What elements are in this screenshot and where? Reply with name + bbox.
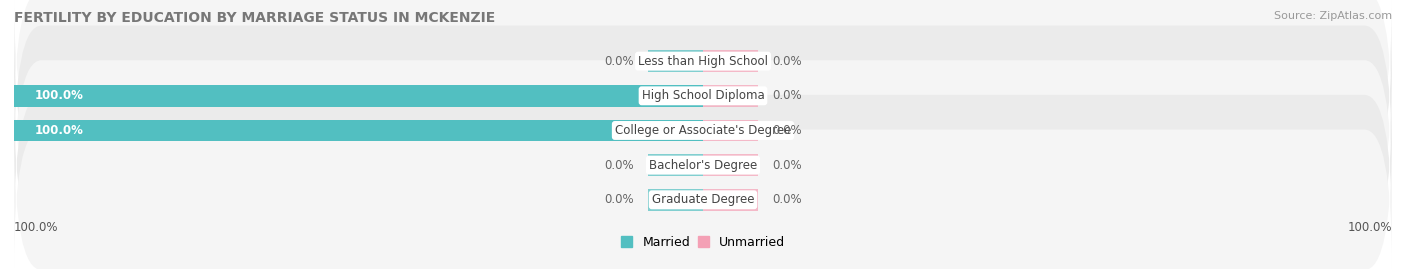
Text: 0.0%: 0.0% [605, 159, 634, 172]
Text: 0.0%: 0.0% [772, 124, 801, 137]
Text: Bachelor's Degree: Bachelor's Degree [650, 159, 756, 172]
Text: 0.0%: 0.0% [605, 193, 634, 206]
Bar [648, 50, 703, 72]
FancyBboxPatch shape [14, 60, 1392, 201]
Text: Source: ZipAtlas.com: Source: ZipAtlas.com [1274, 11, 1392, 21]
FancyBboxPatch shape [14, 130, 1392, 269]
FancyBboxPatch shape [14, 95, 1392, 235]
FancyBboxPatch shape [14, 0, 1392, 131]
Text: 100.0%: 100.0% [14, 221, 59, 234]
Bar [703, 50, 758, 72]
Text: 0.0%: 0.0% [772, 193, 801, 206]
Text: 0.0%: 0.0% [605, 55, 634, 68]
Bar [703, 120, 758, 141]
Text: 0.0%: 0.0% [772, 55, 801, 68]
Text: 100.0%: 100.0% [35, 124, 83, 137]
Bar [703, 189, 758, 211]
Bar [14, 120, 703, 141]
Text: 0.0%: 0.0% [772, 159, 801, 172]
FancyBboxPatch shape [14, 26, 1392, 166]
Bar [703, 85, 758, 107]
Legend: Married, Unmarried: Married, Unmarried [616, 231, 790, 254]
Text: Graduate Degree: Graduate Degree [652, 193, 754, 206]
Text: 100.0%: 100.0% [35, 89, 83, 102]
Text: FERTILITY BY EDUCATION BY MARRIAGE STATUS IN MCKENZIE: FERTILITY BY EDUCATION BY MARRIAGE STATU… [14, 11, 495, 25]
Bar [703, 154, 758, 176]
Bar [648, 189, 703, 211]
Bar [648, 154, 703, 176]
Text: 0.0%: 0.0% [772, 89, 801, 102]
Text: College or Associate's Degree: College or Associate's Degree [614, 124, 792, 137]
Text: 100.0%: 100.0% [1347, 221, 1392, 234]
Text: Less than High School: Less than High School [638, 55, 768, 68]
Bar [14, 85, 703, 107]
Text: High School Diploma: High School Diploma [641, 89, 765, 102]
